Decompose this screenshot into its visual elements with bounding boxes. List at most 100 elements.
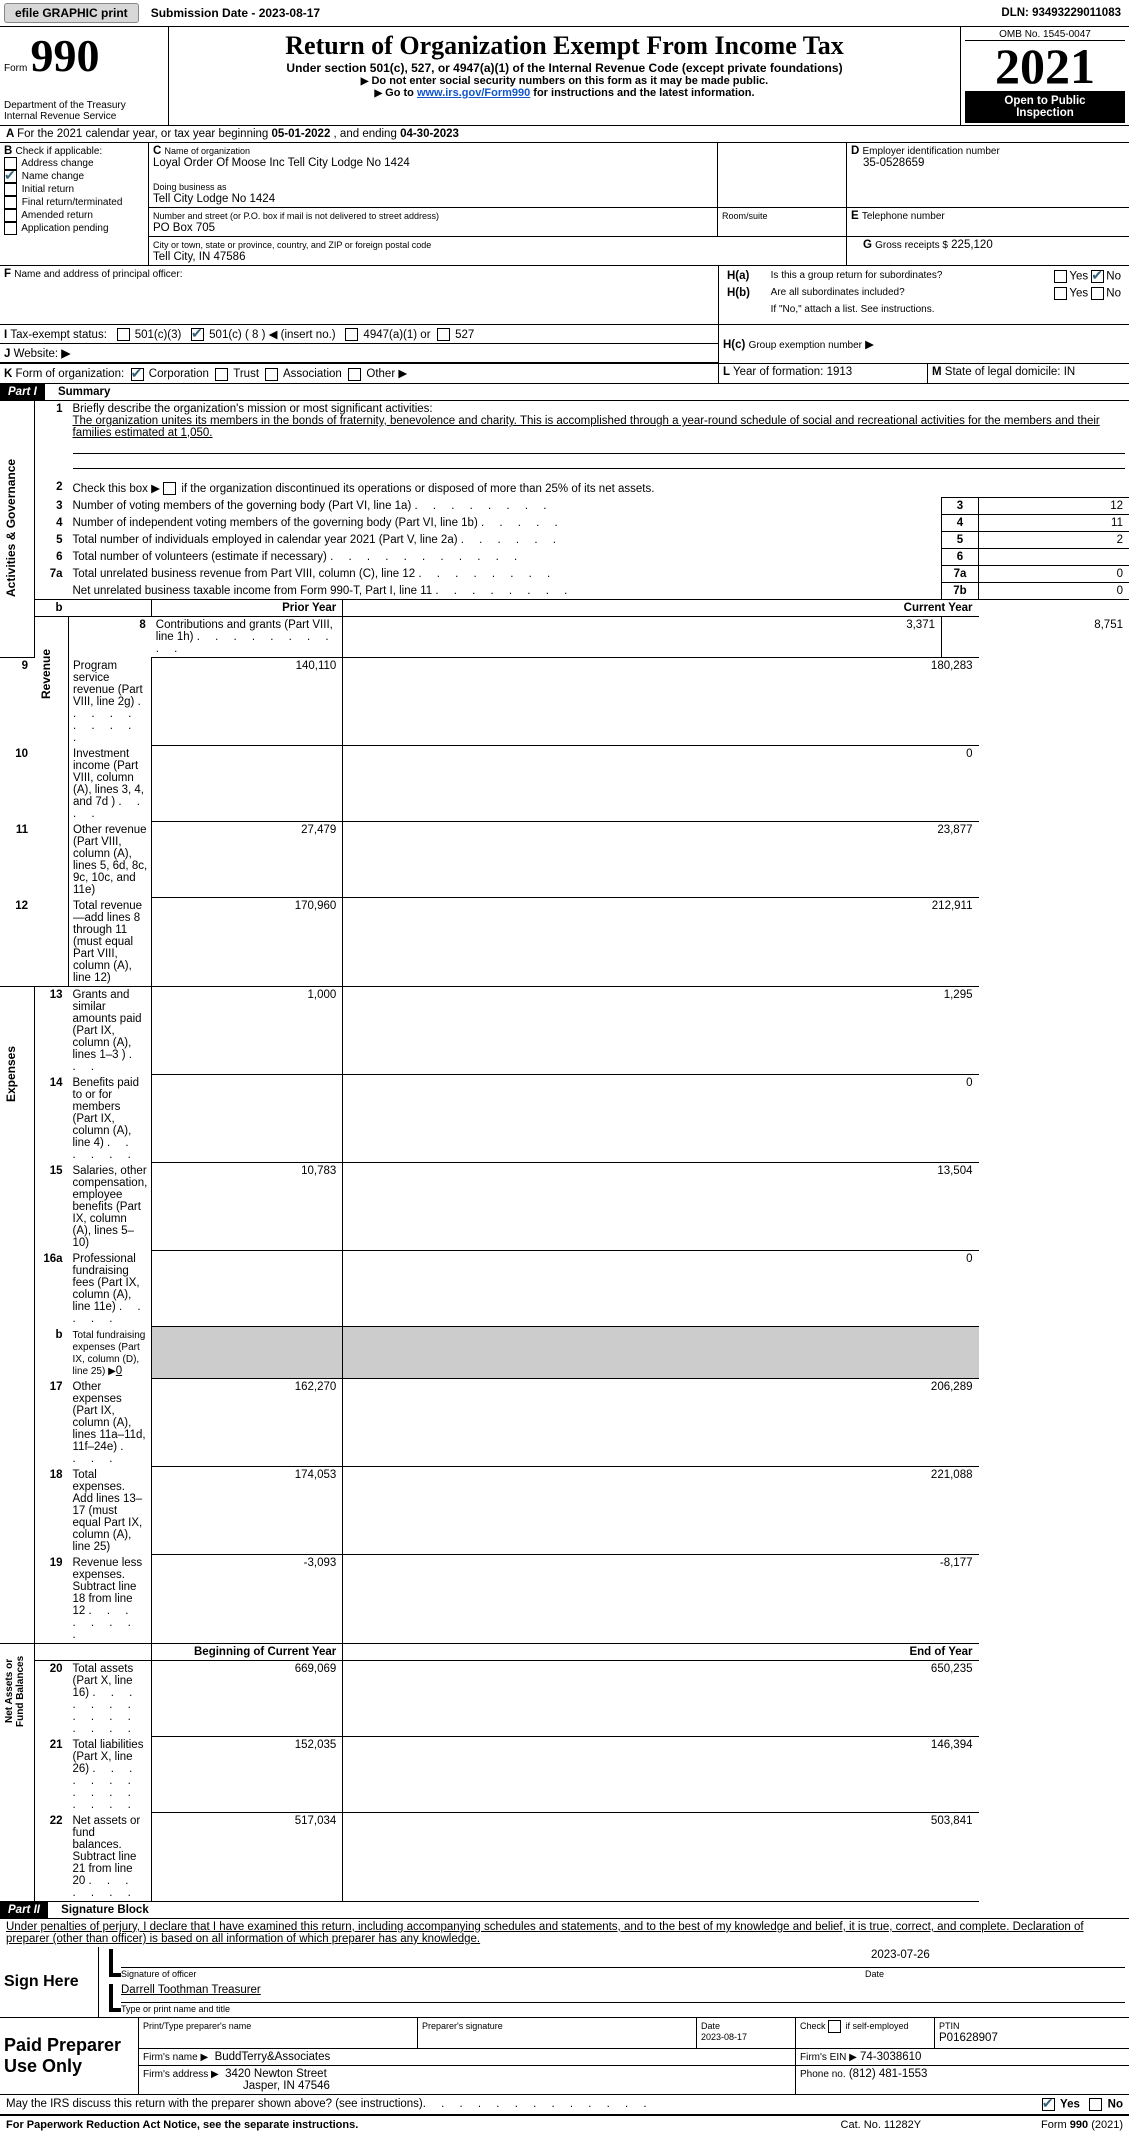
i-501c[interactable] xyxy=(191,328,204,341)
k-corp[interactable] xyxy=(131,368,144,381)
k-trust[interactable] xyxy=(215,368,228,381)
form-title: Return of Organization Exempt From Incom… xyxy=(179,31,950,61)
self-emp-checkbox[interactable] xyxy=(828,2020,841,2033)
m-val: IN xyxy=(1064,366,1076,378)
date-lbl: Date xyxy=(865,1969,884,1979)
officer-name: Darrell Toothman Treasurer xyxy=(121,1984,1125,2003)
irs-label: Internal Revenue Service xyxy=(4,111,164,122)
b-opt-final[interactable]: Final return/terminated xyxy=(4,196,144,209)
l12: Total revenue—add lines 8 through 11 (mu… xyxy=(73,900,142,984)
notice-ssn: Do not enter social security numbers on … xyxy=(179,75,950,87)
prep-sig-lbl: Preparer's signature xyxy=(422,2021,503,2031)
v3: 12 xyxy=(979,498,1129,515)
l7a: Total unrelated business revenue from Pa… xyxy=(73,568,416,580)
discuss-yes[interactable] xyxy=(1042,2098,1055,2111)
a-mid: , and ending xyxy=(334,128,401,140)
a-end: 04-30-2023 xyxy=(400,128,459,140)
paid-preparer: Paid Preparer Use Only xyxy=(4,2035,121,2076)
v6 xyxy=(979,549,1129,566)
p22: 517,034 xyxy=(152,1813,343,1902)
side-ag: Activities & Governance xyxy=(4,403,18,653)
hb-no[interactable] xyxy=(1091,287,1104,300)
efile-print-button[interactable]: efile GRAPHIC print xyxy=(4,3,139,23)
l1-lbl: Briefly describe the organization's miss… xyxy=(73,403,433,415)
l5: Total number of individuals employed in … xyxy=(73,534,458,546)
hb-yes[interactable] xyxy=(1054,287,1067,300)
sig-date: 2023-07-26 xyxy=(865,1949,1125,1968)
dba-name: Tell City Lodge No 1424 xyxy=(153,193,713,205)
topbar: efile GRAPHIC print Submission Date - 20… xyxy=(0,0,1129,27)
self-emp-lbl: Check if self-employed xyxy=(800,2021,909,2031)
p19: -3,093 xyxy=(152,1555,343,1644)
footer-mid: Cat. No. 11282Y xyxy=(841,2119,922,2131)
l16b: Total fundraising expenses (Part IX, col… xyxy=(73,1330,146,1377)
c16a: 0 xyxy=(343,1251,979,1327)
b-opt-app[interactable]: Application pending xyxy=(4,222,144,235)
c8: 8,751 xyxy=(942,617,1129,658)
part1-hdr: Part I xyxy=(0,384,45,400)
sig-corner-icon2 xyxy=(109,1984,121,2012)
v7a: 0 xyxy=(979,566,1129,583)
dept-label: Department of the Treasury xyxy=(4,100,164,111)
l9: Program service revenue (Part VIII, line… xyxy=(73,660,143,708)
l7b: Net unrelated business taxable income fr… xyxy=(73,585,433,597)
i-527[interactable] xyxy=(437,328,450,341)
ha-yes[interactable] xyxy=(1054,270,1067,283)
ha-no[interactable] xyxy=(1091,270,1104,283)
org-name: Loyal Order Of Moose Inc Tell City Lodge… xyxy=(153,157,713,169)
l-lbl: Year of formation: xyxy=(733,366,823,378)
firm-name: BuddTerry&Associates xyxy=(215,2051,331,2063)
b-opt-name[interactable]: Name change xyxy=(4,170,144,183)
l16b-val: 0 xyxy=(116,1365,122,1377)
dba-lbl: Doing business as xyxy=(153,182,227,192)
p13: 1,000 xyxy=(152,986,343,1075)
k-assoc[interactable] xyxy=(265,368,278,381)
phone-val: (812) 481-1553 xyxy=(849,2068,928,2080)
m-lbl: State of legal domicile: xyxy=(945,366,1061,378)
c11: 23,877 xyxy=(343,822,979,898)
part2-title: Signature Block xyxy=(51,1904,149,1916)
part1-title: Summary xyxy=(48,386,110,398)
b-opt-amend[interactable]: Amended return xyxy=(4,209,144,222)
dln-number: DLN: 93493229011083 xyxy=(1001,7,1121,19)
i-cnum: ( 8 ) ◀ (insert no.) xyxy=(245,329,336,341)
a-begin: 05-01-2022 xyxy=(272,128,331,140)
b-opt-init[interactable]: Initial return xyxy=(4,183,144,196)
p12: 170,960 xyxy=(152,898,343,987)
form-label: Form xyxy=(4,63,27,74)
submission-date: Submission Date - 2023-08-17 xyxy=(151,6,320,20)
j-lbl: Website: xyxy=(14,348,59,360)
form990-link[interactable]: www.irs.gov/Form990 xyxy=(417,87,530,99)
city-lbl: City or town, state or province, country… xyxy=(153,240,431,250)
p10 xyxy=(152,746,343,822)
firm-name-lbl: Firm's name ▶ xyxy=(143,2052,208,2063)
l18: Total expenses. Add lines 13–17 (must eq… xyxy=(73,1469,143,1553)
p11: 27,479 xyxy=(152,822,343,898)
f-lbl: Name and address of principal officer: xyxy=(14,269,182,280)
c17: 206,289 xyxy=(343,1379,979,1467)
k-other[interactable] xyxy=(348,368,361,381)
c21: 146,394 xyxy=(343,1737,979,1813)
b-opt-addr[interactable]: Address change xyxy=(4,157,144,170)
v4: 11 xyxy=(979,515,1129,532)
i-501c3[interactable] xyxy=(117,328,130,341)
p15: 10,783 xyxy=(152,1163,343,1251)
i-4947[interactable] xyxy=(345,328,358,341)
c20: 650,235 xyxy=(343,1660,979,1737)
p20: 669,069 xyxy=(152,1660,343,1737)
prep-date: 2023-08-17 xyxy=(701,2032,791,2042)
l2-checkbox[interactable] xyxy=(163,482,176,495)
g-lbl: Gross receipts $ xyxy=(875,240,948,251)
discuss-no[interactable] xyxy=(1089,2098,1102,2111)
c14: 0 xyxy=(343,1075,979,1163)
a-pre: For the 2021 calendar year, or tax year … xyxy=(17,128,271,140)
hb-lbl: Are all subordinates included? xyxy=(767,285,1020,302)
notice-goto-pre: Go to xyxy=(374,87,416,99)
hb-note: If "No," attach a list. See instructions… xyxy=(767,302,1125,317)
sig-officer-lbl: Signature of officer xyxy=(121,1969,196,1979)
page-footer: For Paperwork Reduction Act Notice, see … xyxy=(0,2115,1129,2134)
e-lbl: Telephone number xyxy=(862,211,945,222)
p8: 3,371 xyxy=(343,617,942,658)
current-hdr: Current Year xyxy=(904,602,973,614)
l2-text: Check this box ▶ if the organization dis… xyxy=(73,483,655,495)
